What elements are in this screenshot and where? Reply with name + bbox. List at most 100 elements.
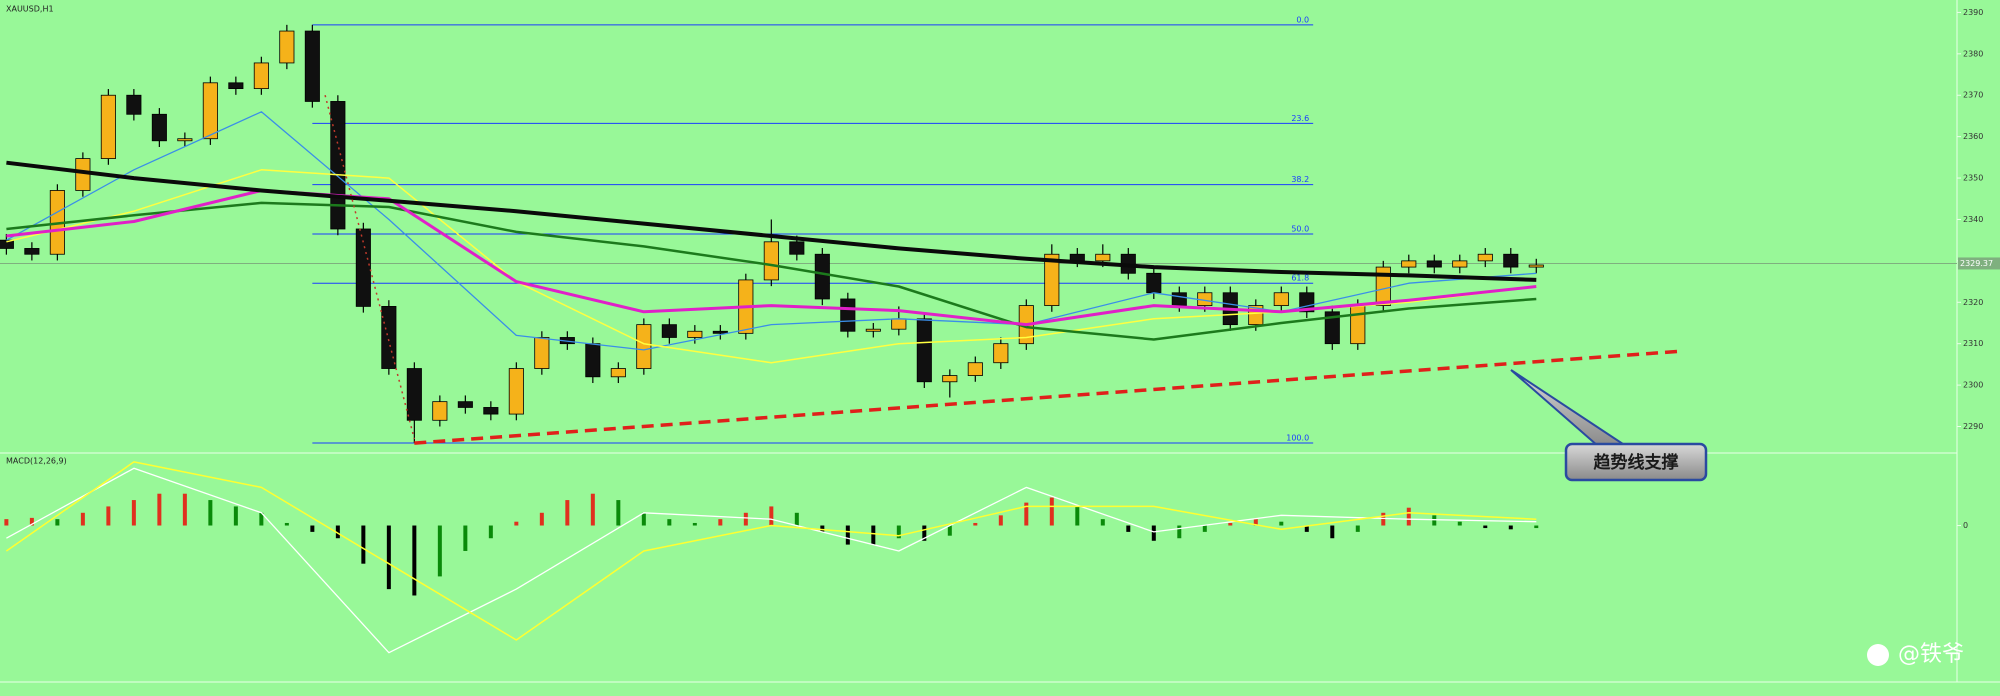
- histogram-bar: [208, 500, 213, 526]
- histogram-bar: [769, 506, 774, 526]
- candle-body: [891, 318, 907, 330]
- candle-body: [534, 337, 550, 369]
- candle-body: [789, 241, 805, 255]
- candle-body: [585, 343, 601, 378]
- watermark-text: @铁爷: [1898, 642, 1964, 667]
- histogram-bar: [565, 500, 570, 526]
- histogram-bar: [55, 519, 60, 526]
- histogram-bar: [947, 525, 952, 536]
- histogram-bar: [1253, 519, 1258, 526]
- fib-label: 61.8: [1291, 274, 1309, 283]
- candle-body: [865, 328, 881, 332]
- candle-body: [1528, 264, 1544, 268]
- fib-label: 0.0: [1296, 15, 1309, 24]
- histogram-bar: [667, 519, 672, 526]
- histogram-bar: [1381, 512, 1386, 526]
- histogram-bar: [157, 493, 162, 526]
- last-price-box: [1958, 257, 2000, 270]
- candle-body: [1273, 292, 1289, 306]
- histogram-bar: [386, 525, 391, 590]
- candle-body: [1477, 253, 1493, 262]
- fib-label: 23.6: [1291, 114, 1309, 123]
- histogram-bar: [80, 512, 85, 526]
- y-tick-label: 2370: [1963, 91, 1983, 100]
- candle-body: [253, 62, 269, 90]
- histogram-bar: [539, 512, 544, 526]
- histogram-bar: [1534, 525, 1539, 529]
- candle-body: [406, 368, 422, 421]
- histogram-bar: [896, 525, 901, 539]
- candle-body: [177, 138, 193, 142]
- candle-body: [763, 241, 779, 281]
- histogram-bar: [590, 493, 595, 526]
- histogram-bar: [1075, 506, 1080, 526]
- candle-body: [279, 30, 295, 64]
- histogram-bar: [1024, 502, 1029, 526]
- histogram-bar: [794, 512, 799, 526]
- histogram-bar: [284, 522, 289, 526]
- histogram-bar: [310, 525, 315, 532]
- histogram-bar: [973, 522, 978, 526]
- histogram-bar: [361, 525, 366, 564]
- y-tick-label: 2390: [1963, 8, 1983, 17]
- callout-text: 趋势线支撑: [1594, 452, 1679, 473]
- candle-body: [636, 324, 652, 369]
- indicator-line: [6, 201, 1537, 341]
- candle-body: [24, 248, 40, 255]
- candle-body: [712, 330, 728, 334]
- histogram-bar: [1049, 497, 1054, 526]
- candle-body: [1503, 253, 1519, 268]
- histogram-bar: [412, 525, 417, 596]
- histogram-bar: [1202, 525, 1207, 532]
- histogram-bar: [131, 500, 136, 526]
- y-tick-label: 2290: [1963, 422, 1983, 431]
- histogram-bar: [106, 506, 111, 526]
- indicator-line: [6, 467, 1537, 654]
- macd-pane-title: MACD(12,26,9): [6, 457, 67, 466]
- histogram-bar: [437, 525, 442, 577]
- callout-box: [1564, 442, 1708, 482]
- histogram-bar: [1355, 525, 1360, 532]
- y-tick-label: 2350: [1963, 174, 1983, 183]
- indicator-line: [414, 349, 1684, 445]
- fib-label: 100.0: [1286, 434, 1309, 443]
- histogram-bar: [4, 519, 9, 526]
- candle-body: [202, 82, 218, 140]
- candle-body: [1171, 292, 1187, 306]
- histogram-bar: [335, 525, 340, 539]
- candle-body: [483, 407, 499, 415]
- histogram-bar: [463, 525, 468, 551]
- candle-body: [0, 239, 14, 249]
- histogram-bar: [845, 525, 850, 545]
- candle-body: [1401, 260, 1417, 268]
- histogram-bar: [1100, 519, 1105, 526]
- histogram-bar: [820, 525, 825, 532]
- candle-body: [355, 228, 371, 307]
- price-pane-title: XAUUSD,H1: [6, 5, 54, 14]
- fib-label: 38.2: [1291, 175, 1309, 184]
- histogram-bar: [1457, 521, 1462, 526]
- candle-body: [1350, 305, 1366, 345]
- histogram-bar: [1126, 525, 1131, 532]
- candle-body: [916, 318, 932, 383]
- histogram-bar: [1177, 525, 1182, 539]
- histogram-bar: [1330, 525, 1335, 539]
- candle-body: [432, 401, 448, 421]
- histogram-bar: [1432, 515, 1437, 526]
- histogram-bar: [1228, 522, 1233, 526]
- indicator-line: [324, 95, 416, 440]
- histogram-bar: [616, 500, 621, 526]
- histogram-bar: [182, 493, 187, 526]
- candle-body: [126, 94, 142, 115]
- candle-body: [1452, 260, 1468, 268]
- histogram-bar: [922, 525, 927, 541]
- candle-body: [610, 368, 626, 378]
- candle-body: [100, 94, 116, 159]
- candle-body: [1095, 253, 1111, 262]
- histogram-bar: [514, 521, 519, 526]
- y-tick-label: 0: [1963, 521, 1968, 530]
- histogram-bar: [1304, 525, 1309, 532]
- candle-body: [381, 306, 397, 369]
- candle-body: [993, 343, 1009, 364]
- histogram-bar: [1483, 525, 1488, 529]
